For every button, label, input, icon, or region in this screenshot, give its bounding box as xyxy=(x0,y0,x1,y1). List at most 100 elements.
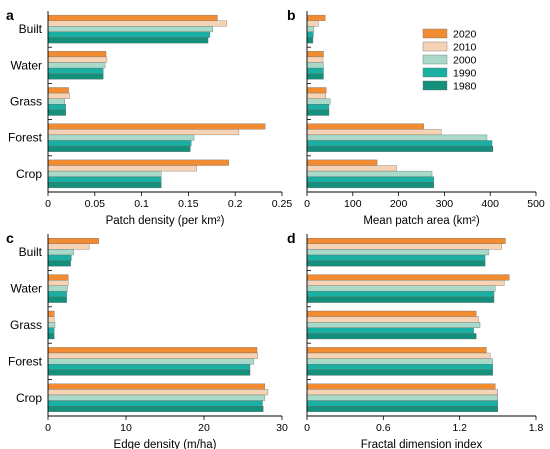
panel-letter: b xyxy=(287,7,296,23)
legend-label: 2000 xyxy=(453,55,477,67)
bar-water-2000 xyxy=(306,62,324,69)
bar-grass-2010 xyxy=(306,316,479,323)
bar-crop-2000 xyxy=(47,394,266,401)
bar-crop-1980 xyxy=(47,406,264,412)
bar-forest-1980 xyxy=(306,145,494,152)
x-tick-label: 100 xyxy=(344,198,362,210)
bar-forest-2000 xyxy=(47,358,255,365)
x-axis-label: Fractal dimension index xyxy=(361,439,483,449)
bar-grass-1990 xyxy=(306,327,474,334)
x-tick-label: 0.05 xyxy=(85,198,106,210)
x-tick-label: 0 xyxy=(45,422,51,434)
legend-swatch xyxy=(422,41,448,52)
bar-built-1990 xyxy=(47,31,211,38)
bar-forest-2020 xyxy=(306,123,424,130)
bar-crop-2000 xyxy=(306,170,433,177)
bar-water-1990 xyxy=(306,67,324,74)
panel-a: a Built Water Grass Forest Crop 0 0.05 0.1 0.15 0.… xyxy=(6,7,292,227)
bar-grass-1990 xyxy=(47,327,55,334)
x-tick-label: 30 xyxy=(276,422,288,434)
bar-forest-2010 xyxy=(47,352,258,359)
category-label: Grass xyxy=(10,318,42,332)
bar-grass-1980 xyxy=(47,109,66,116)
bar-built-2000 xyxy=(47,249,74,256)
bar-grass-1980 xyxy=(47,333,55,340)
bar-water-2000 xyxy=(306,285,496,292)
bar-built-1980 xyxy=(306,37,314,44)
category-label: Built xyxy=(19,245,43,259)
bar-built-2020 xyxy=(47,14,218,21)
legend-swatch xyxy=(422,54,448,65)
bar-water-1990 xyxy=(306,291,495,298)
legend-swatch xyxy=(422,67,448,78)
bar-water-2020 xyxy=(47,51,107,58)
panel-letter: d xyxy=(287,230,296,246)
bar-crop-2000 xyxy=(306,394,499,401)
legend-label: 1980 xyxy=(453,81,477,93)
bar-forest-2020 xyxy=(306,347,487,354)
bar-water-2010 xyxy=(306,280,505,286)
legend-label: 2020 xyxy=(453,29,477,41)
bar-water-1990 xyxy=(47,291,67,298)
category-label: Grass xyxy=(10,95,42,109)
x-tick-label: 10 xyxy=(120,422,132,434)
bar-built-2020 xyxy=(306,14,326,21)
bar-built-2010 xyxy=(47,20,227,27)
legend-label: 1990 xyxy=(453,68,477,80)
x-tick-label: 0.2 xyxy=(228,198,243,210)
bar-water-2010 xyxy=(47,56,108,63)
bar-water-1980 xyxy=(306,296,495,303)
bar-forest-2000 xyxy=(306,134,488,141)
bar-crop-2010 xyxy=(47,165,197,172)
bar-water-2020 xyxy=(47,274,69,281)
bar-grass-2020 xyxy=(306,310,477,317)
bar-crop-2020 xyxy=(47,159,229,166)
bar-water-2010 xyxy=(306,56,324,63)
panel-d: d 0 0.6 1.2 1.8 Fractal dimension index xyxy=(287,230,543,449)
x-axis-label: Patch density (per km²) xyxy=(106,215,225,227)
bar-built-1980 xyxy=(306,260,486,267)
bar-forest-1990 xyxy=(47,140,192,147)
bar-crop-2010 xyxy=(47,389,269,396)
bar-grass-1980 xyxy=(306,109,330,116)
bar-crop-1990 xyxy=(47,176,162,183)
bar-built-1980 xyxy=(47,260,71,267)
panel-letter: a xyxy=(6,7,14,23)
bar-water-1980 xyxy=(306,73,324,80)
x-tick-label: 200 xyxy=(390,198,408,210)
bar-forest-1990 xyxy=(306,364,493,370)
category-label: Water xyxy=(10,282,42,296)
bar-forest-1980 xyxy=(47,369,251,376)
x-tick-label: 0 xyxy=(304,198,310,210)
x-tick-label: 0 xyxy=(45,198,51,210)
bar-grass-2010 xyxy=(306,92,326,99)
bar-grass-2000 xyxy=(306,322,481,328)
bar-water-2010 xyxy=(47,280,69,286)
bar-grass-1990 xyxy=(306,104,330,111)
bar-built-2010 xyxy=(306,243,502,250)
bar-forest-2000 xyxy=(47,134,195,141)
x-tick-label: 400 xyxy=(481,198,499,210)
bar-built-2020 xyxy=(47,238,99,244)
bar-grass-2000 xyxy=(47,322,56,328)
x-tick-label: 0.1 xyxy=(134,198,149,210)
bar-crop-2000 xyxy=(47,170,162,177)
bar-water-2020 xyxy=(306,51,324,58)
bar-crop-2020 xyxy=(306,159,378,166)
bar-forest-2010 xyxy=(306,352,491,359)
bar-grass-2010 xyxy=(47,316,55,323)
bar-built-1980 xyxy=(47,37,209,44)
bar-forest-1990 xyxy=(306,140,493,147)
bar-crop-2010 xyxy=(306,389,499,396)
bar-crop-1980 xyxy=(306,406,499,412)
x-tick-label: 1.2 xyxy=(452,422,467,434)
panel-letter: c xyxy=(6,230,14,246)
bar-built-2020 xyxy=(306,238,506,244)
x-tick-label: 300 xyxy=(436,198,454,210)
bar-forest-2020 xyxy=(47,347,258,354)
bar-crop-1980 xyxy=(306,182,435,189)
x-tick-label: 500 xyxy=(527,198,545,210)
bar-water-2020 xyxy=(306,274,510,281)
bar-grass-2020 xyxy=(47,87,69,94)
